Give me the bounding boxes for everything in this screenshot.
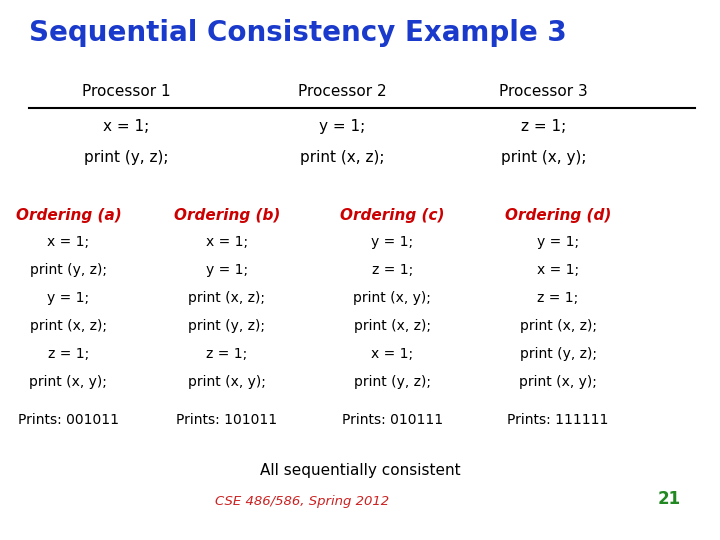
Text: print (y, z);: print (y, z);	[354, 375, 431, 389]
Text: y = 1;: y = 1;	[537, 235, 579, 249]
Text: Ordering (c): Ordering (c)	[340, 208, 445, 223]
Text: print (x, y);: print (x, y);	[501, 150, 586, 165]
Text: print (x, z);: print (x, z);	[300, 150, 384, 165]
Text: y = 1;: y = 1;	[319, 119, 365, 134]
Text: y = 1;: y = 1;	[206, 263, 248, 277]
Text: print (x, y);: print (x, y);	[519, 375, 597, 389]
Text: x = 1;: x = 1;	[537, 263, 579, 277]
Text: Ordering (a): Ordering (a)	[16, 208, 121, 223]
Text: print (x, z);: print (x, z);	[189, 291, 265, 305]
Text: print (y, z);: print (y, z);	[189, 319, 265, 333]
Text: print (x, z);: print (x, z);	[354, 319, 431, 333]
Text: Prints: 101011: Prints: 101011	[176, 413, 277, 427]
Text: print (y, z);: print (y, z);	[84, 150, 168, 165]
Text: Ordering (b): Ordering (b)	[174, 208, 280, 223]
Text: print (x, z);: print (x, z);	[520, 319, 596, 333]
Text: print (x, y);: print (x, y);	[354, 291, 431, 305]
Text: print (x, y);: print (x, y);	[188, 375, 266, 389]
Text: y = 1;: y = 1;	[48, 291, 89, 305]
Text: print (y, z);: print (y, z);	[520, 347, 596, 361]
Text: Processor 1: Processor 1	[81, 84, 171, 99]
Text: 21: 21	[658, 490, 681, 508]
Text: print (y, z);: print (y, z);	[30, 263, 107, 277]
Text: All sequentially consistent: All sequentially consistent	[260, 463, 460, 478]
Text: CSE 486/586, Spring 2012: CSE 486/586, Spring 2012	[215, 495, 390, 508]
Text: x = 1;: x = 1;	[103, 119, 149, 134]
Text: Prints: 010111: Prints: 010111	[342, 413, 443, 427]
Text: y = 1;: y = 1;	[372, 235, 413, 249]
Text: Sequential Consistency Example 3: Sequential Consistency Example 3	[29, 19, 567, 47]
Text: Prints: 001011: Prints: 001011	[18, 413, 119, 427]
Text: z = 1;: z = 1;	[48, 347, 89, 361]
Text: Processor 2: Processor 2	[297, 84, 387, 99]
Text: x = 1;: x = 1;	[372, 347, 413, 361]
Text: Processor 3: Processor 3	[499, 84, 588, 99]
Text: print (x, y);: print (x, y);	[30, 375, 107, 389]
Text: x = 1;: x = 1;	[206, 235, 248, 249]
Text: z = 1;: z = 1;	[372, 263, 413, 277]
Text: print (x, z);: print (x, z);	[30, 319, 107, 333]
Text: z = 1;: z = 1;	[521, 119, 566, 134]
Text: x = 1;: x = 1;	[48, 235, 89, 249]
Text: z = 1;: z = 1;	[206, 347, 248, 361]
Text: z = 1;: z = 1;	[537, 291, 579, 305]
Text: Ordering (d): Ordering (d)	[505, 208, 611, 223]
Text: Prints: 111111: Prints: 111111	[508, 413, 608, 427]
